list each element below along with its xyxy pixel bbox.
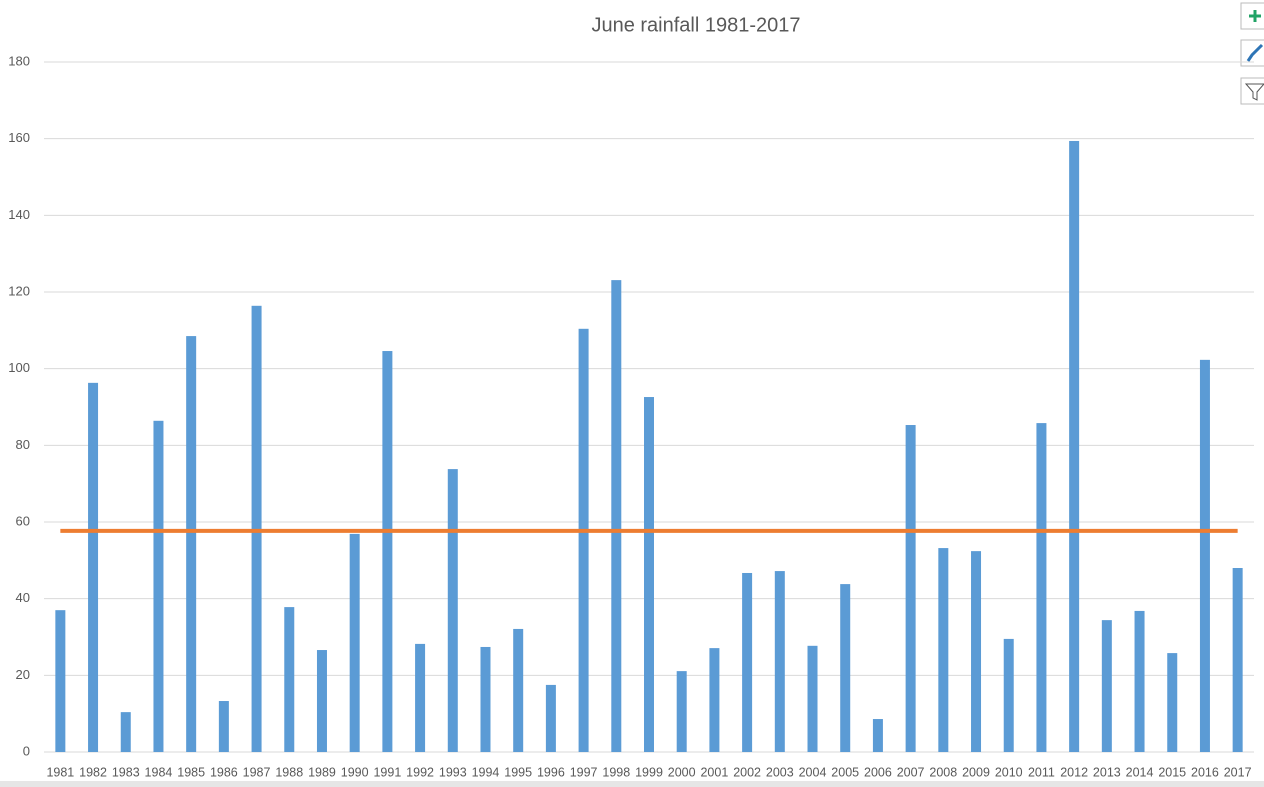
x-tick-label: 1992 bbox=[406, 765, 434, 779]
x-tick-label: 1981 bbox=[46, 765, 74, 779]
bar bbox=[578, 328, 589, 752]
bar bbox=[513, 628, 524, 752]
bar bbox=[1069, 140, 1080, 752]
chart-buttons bbox=[1240, 2, 1264, 105]
x-tick-label: 1990 bbox=[341, 765, 369, 779]
x-tick-label: 1989 bbox=[308, 765, 336, 779]
bar bbox=[676, 671, 687, 752]
x-tick-label: 2004 bbox=[799, 765, 827, 779]
y-tick-label: 40 bbox=[16, 590, 30, 605]
x-tick-label: 1986 bbox=[210, 765, 238, 779]
bar bbox=[316, 650, 327, 752]
x-tick-label: 1988 bbox=[275, 765, 303, 779]
x-tick-label: 1987 bbox=[243, 765, 271, 779]
bar bbox=[840, 584, 851, 752]
y-tick-label: 60 bbox=[16, 513, 30, 528]
bar bbox=[1134, 610, 1145, 752]
x-tick-label: 1996 bbox=[537, 765, 565, 779]
x-tick-label: 2009 bbox=[962, 765, 990, 779]
bar bbox=[218, 701, 229, 752]
bar bbox=[611, 280, 622, 752]
x-tick-label: 1999 bbox=[635, 765, 663, 779]
x-tick-label: 2016 bbox=[1191, 765, 1219, 779]
x-tick-label: 2014 bbox=[1126, 765, 1154, 779]
bar bbox=[545, 684, 556, 752]
bar bbox=[55, 610, 66, 752]
x-tick-label: 2011 bbox=[1028, 765, 1055, 779]
x-tick-label: 2001 bbox=[700, 765, 728, 779]
x-tick-label: 1993 bbox=[439, 765, 467, 779]
bar bbox=[1199, 359, 1210, 752]
bar bbox=[971, 551, 982, 752]
bar bbox=[872, 719, 883, 752]
x-tick-label: 1997 bbox=[570, 765, 598, 779]
bar bbox=[1003, 638, 1014, 752]
x-tick-label: 2012 bbox=[1060, 765, 1088, 779]
bar bbox=[774, 571, 785, 752]
bar bbox=[709, 648, 720, 752]
x-tick-label: 2005 bbox=[831, 765, 859, 779]
x-tick-label: 2002 bbox=[733, 765, 761, 779]
plus-icon bbox=[1249, 10, 1261, 22]
bar bbox=[153, 420, 164, 752]
bar bbox=[644, 397, 654, 752]
x-tick-label: 1991 bbox=[373, 765, 401, 779]
y-tick-label: 20 bbox=[16, 667, 30, 682]
chart-title: June rainfall 1981-2017 bbox=[591, 14, 800, 36]
y-tick-label: 180 bbox=[8, 53, 30, 68]
x-tick-label: 2008 bbox=[929, 765, 957, 779]
x-tick-label: 1983 bbox=[112, 765, 140, 779]
bar bbox=[1232, 568, 1243, 752]
bar bbox=[938, 548, 949, 752]
bar bbox=[382, 351, 393, 752]
x-tick-label: 2013 bbox=[1093, 765, 1121, 779]
y-tick-label: 0 bbox=[23, 743, 30, 758]
bar bbox=[1167, 653, 1178, 752]
x-tick-label: 1995 bbox=[504, 765, 532, 779]
y-tick-label: 140 bbox=[8, 207, 30, 222]
y-tick-label: 80 bbox=[16, 437, 30, 452]
x-tick-label: 2015 bbox=[1158, 765, 1186, 779]
x-tick-label: 2003 bbox=[766, 765, 794, 779]
x-tick-label: 2006 bbox=[864, 765, 892, 779]
bar bbox=[1101, 620, 1112, 752]
bar bbox=[120, 712, 131, 752]
brush-icon bbox=[1246, 43, 1264, 62]
bar bbox=[415, 643, 426, 752]
x-tick-label: 1984 bbox=[145, 765, 173, 779]
bar bbox=[447, 469, 458, 752]
bar bbox=[480, 646, 491, 752]
filter-icon bbox=[1244, 83, 1264, 101]
x-tick-label: 2010 bbox=[995, 765, 1023, 779]
x-tick-label: 2000 bbox=[668, 765, 696, 779]
bar bbox=[88, 382, 99, 752]
y-tick-label: 100 bbox=[8, 360, 30, 375]
bar bbox=[742, 572, 753, 752]
x-tick-label: 2017 bbox=[1224, 765, 1252, 779]
x-tick-label: 2007 bbox=[897, 765, 925, 779]
bar bbox=[1036, 423, 1047, 752]
bar bbox=[905, 425, 916, 752]
bar bbox=[186, 336, 197, 752]
sheet-strip bbox=[0, 781, 1264, 787]
x-tick-label: 1998 bbox=[602, 765, 630, 779]
bar bbox=[284, 607, 295, 752]
x-tick-label: 1994 bbox=[472, 765, 500, 779]
bar bbox=[807, 645, 818, 752]
y-tick-label: 120 bbox=[8, 283, 30, 298]
y-tick-label: 160 bbox=[8, 130, 30, 145]
bar bbox=[349, 533, 360, 752]
x-tick-label: 1985 bbox=[177, 765, 205, 779]
x-tick-label: 1982 bbox=[79, 765, 107, 779]
